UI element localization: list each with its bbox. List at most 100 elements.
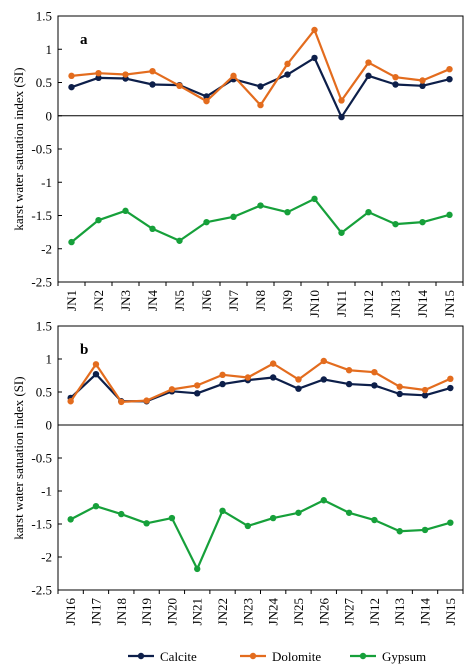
data-point-gypsum xyxy=(203,218,210,226)
y-tick-label: -2.5 xyxy=(31,583,52,598)
y-tick-label: -0.5 xyxy=(31,142,52,157)
data-point-calcite xyxy=(338,113,345,121)
data-point-gypsum xyxy=(419,218,426,226)
data-point-calcite xyxy=(92,370,100,378)
data-point-dolomite xyxy=(392,73,399,81)
data-point-dolomite xyxy=(168,386,176,393)
y-tick-label: 1 xyxy=(46,352,53,367)
data-point-dolomite xyxy=(311,26,318,34)
data-point-calcite xyxy=(68,83,75,91)
data-point-dolomite xyxy=(257,101,264,109)
y-tick-label: -2.5 xyxy=(31,275,52,290)
data-point-gypsum xyxy=(396,528,403,535)
y-tick-label: 1.5 xyxy=(36,319,52,334)
data-point-calcite xyxy=(219,380,226,388)
x-tick-label: JN23 xyxy=(240,598,255,625)
data-point-dolomite xyxy=(320,357,327,365)
y-tick-label: 0.5 xyxy=(36,385,52,400)
data-point-gypsum xyxy=(219,507,226,514)
y-tick-label: -1.5 xyxy=(31,208,52,223)
y-tick-label: -2 xyxy=(41,241,52,256)
data-point-dolomite xyxy=(67,398,74,405)
data-point-gypsum xyxy=(176,237,183,244)
data-point-calcite xyxy=(203,93,210,100)
y-tick-label: -0.5 xyxy=(31,451,52,466)
x-tick-label: JN1 xyxy=(64,290,79,311)
x-tick-label: JN13 xyxy=(388,290,403,317)
data-point-gypsum xyxy=(122,207,129,215)
x-tick-label: JN6 xyxy=(199,290,214,311)
data-point-calcite xyxy=(446,75,453,83)
data-point-dolomite xyxy=(421,386,429,394)
series-line-calcite xyxy=(69,373,451,403)
series-line-dolomite xyxy=(69,359,451,403)
x-tick-label: JN9 xyxy=(280,290,295,311)
y-tick-label: 1 xyxy=(46,42,53,57)
data-point-calcite xyxy=(295,385,302,392)
x-tick-label: JN27 xyxy=(342,598,357,626)
legend: Calcite Dolomite Gypsum xyxy=(128,649,426,664)
data-point-calcite xyxy=(311,54,318,62)
data-point-gypsum xyxy=(345,509,353,516)
y-axis-label: karst water satuation index (SI) xyxy=(11,376,26,539)
data-point-dolomite xyxy=(149,67,156,75)
panel-b: 1.5 1 0.5 0 -0.5 -1 -1.5 -2 -2.5 JN16 JN17 JN18 JN19… xyxy=(11,319,464,626)
legend-label-dolomite: Dolomite xyxy=(272,649,321,664)
data-point-calcite xyxy=(345,380,353,388)
data-point-dolomite xyxy=(203,97,210,105)
data-point-gypsum xyxy=(365,208,372,216)
data-point-gypsum xyxy=(320,497,327,504)
data-point-dolomite xyxy=(338,97,345,104)
y-tick-label: 0.5 xyxy=(36,75,52,90)
data-point-calcite xyxy=(95,74,102,82)
data-point-dolomite xyxy=(419,77,426,84)
data-point-calcite xyxy=(419,82,426,90)
x-tick-label: JN26 xyxy=(316,598,331,626)
data-point-calcite xyxy=(371,382,378,389)
data-point-gypsum xyxy=(371,516,378,524)
data-point-dolomite xyxy=(68,72,75,80)
data-point-dolomite xyxy=(447,375,454,382)
data-point-dolomite xyxy=(176,82,183,90)
y-tick-label: -2 xyxy=(41,550,52,565)
x-tick-label: JN7 xyxy=(226,290,241,311)
data-point-gypsum xyxy=(67,516,74,523)
data-point-calcite xyxy=(320,376,327,383)
data-point-dolomite xyxy=(143,397,150,404)
data-point-gypsum xyxy=(68,238,75,246)
y-tick-label: 1.5 xyxy=(36,9,52,24)
data-point-gypsum xyxy=(311,195,318,203)
x-tick-label: JN12 xyxy=(367,598,382,625)
data-point-dolomite xyxy=(95,69,102,77)
data-point-dolomite xyxy=(345,367,353,374)
data-point-gypsum xyxy=(338,229,345,236)
data-point-calcite xyxy=(396,390,403,398)
x-tick-label: JN11 xyxy=(334,290,349,317)
plot-frame xyxy=(57,15,464,283)
y-tick-label: 0 xyxy=(46,108,53,123)
series-line-dolomite xyxy=(71,28,450,107)
data-point-dolomite xyxy=(194,382,201,389)
data-point-gypsum xyxy=(168,514,176,522)
x-tick-label: JN18 xyxy=(114,598,129,625)
plot-frame xyxy=(57,325,464,591)
panel-a: 1.5 1 0.5 0 -0.5 -1 -1.5 -2 -2.5 JN1 JN2 JN3 JN4 JN5 J… xyxy=(11,9,464,317)
data-point-calcite xyxy=(392,81,399,88)
y-tick-label: -1 xyxy=(41,175,52,190)
panel-label: a xyxy=(80,32,88,48)
legend-label-gypsum: Gypsum xyxy=(382,649,426,664)
panel-label: b xyxy=(80,342,88,358)
x-tick-label: JN20 xyxy=(164,598,179,625)
legend-marker-calcite xyxy=(137,652,145,660)
data-point-gypsum xyxy=(92,502,100,510)
data-point-dolomite xyxy=(230,72,237,80)
data-point-calcite xyxy=(194,390,201,397)
x-tick-label: JN16 xyxy=(63,598,78,626)
x-tick-label: JN5 xyxy=(172,290,187,311)
data-point-gypsum xyxy=(295,509,302,516)
x-tick-label: JN14 xyxy=(418,598,433,626)
data-point-calcite xyxy=(447,384,454,392)
data-point-dolomite xyxy=(118,398,125,406)
data-point-calcite xyxy=(149,81,156,88)
data-point-dolomite xyxy=(295,376,302,383)
